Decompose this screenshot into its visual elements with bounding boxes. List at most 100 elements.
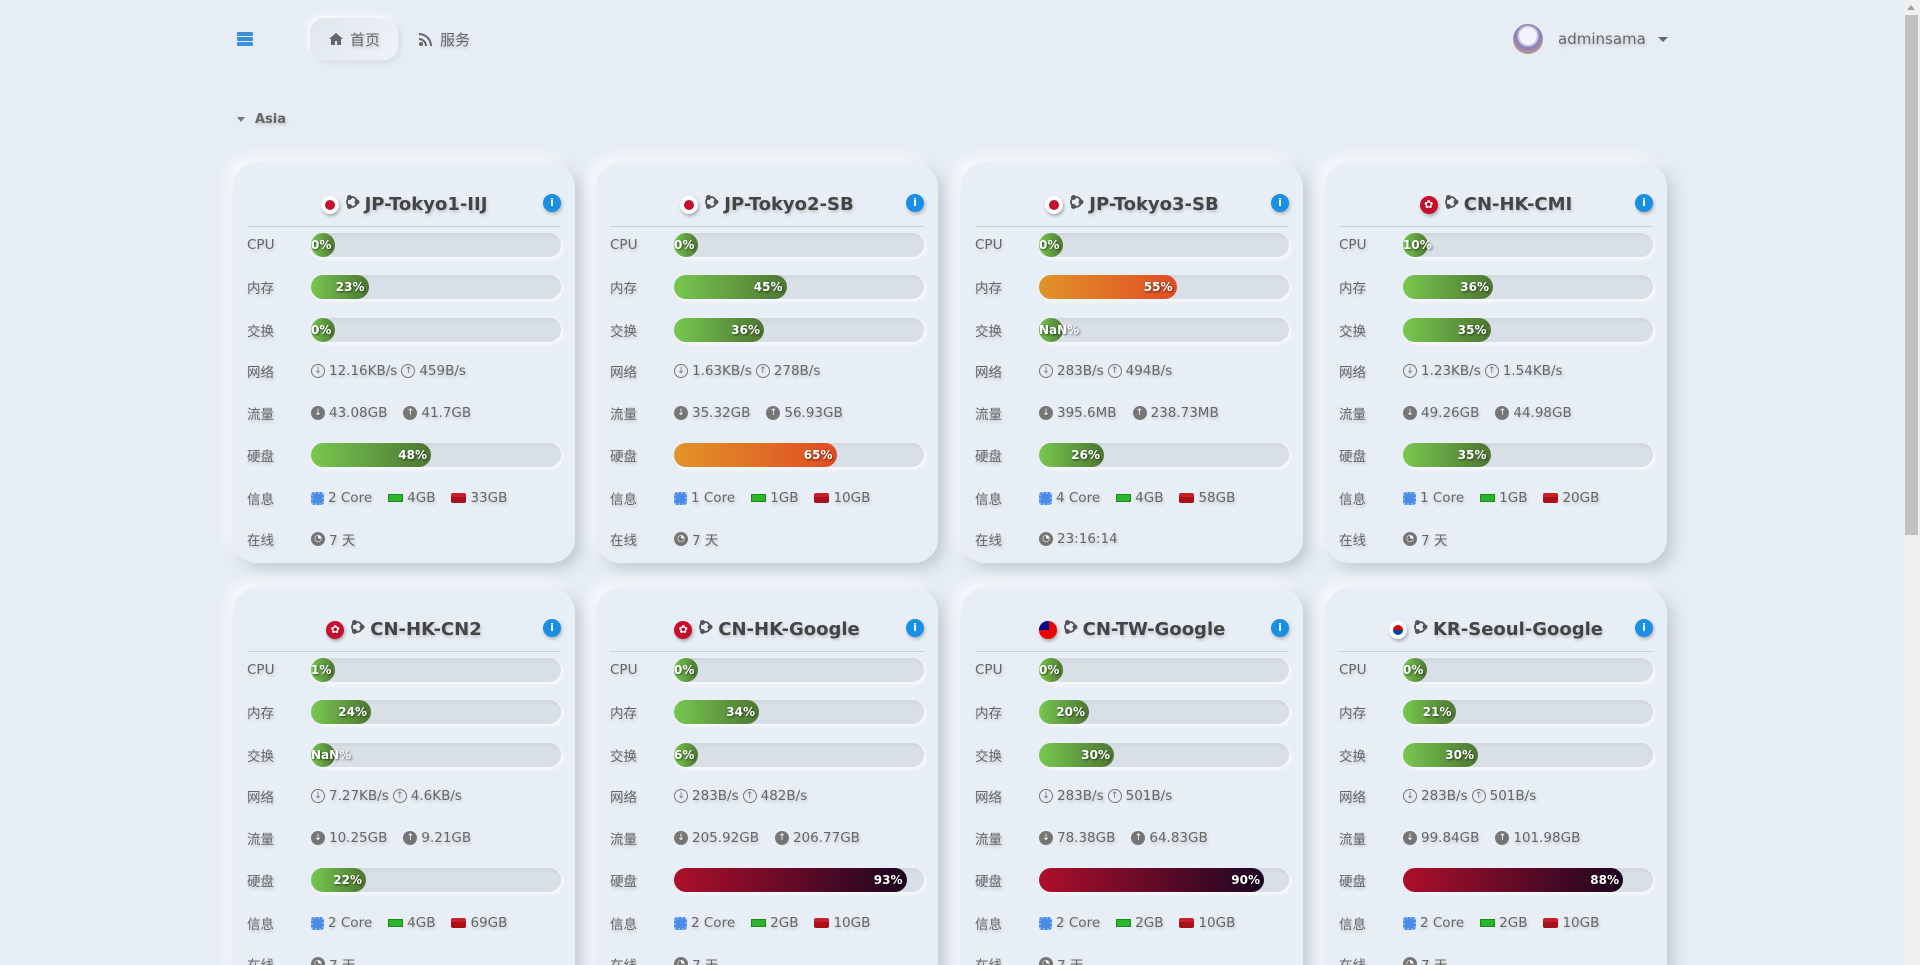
usage-bar: 36% bbox=[1403, 275, 1653, 299]
stat-row: 交换 30% bbox=[975, 743, 1289, 767]
info-icon[interactable]: i bbox=[543, 619, 561, 637]
os-ubuntu-icon bbox=[703, 194, 719, 215]
stat-row: 网络 ↓ 283B/s ↑ 501B/s bbox=[1339, 784, 1653, 808]
row-label: 流量 bbox=[247, 832, 274, 848]
usage-bar-fill: 48% bbox=[311, 443, 431, 467]
user-dropdown-caret-icon[interactable] bbox=[1658, 37, 1668, 42]
arrow-down-circle-icon: ↓ bbox=[1039, 364, 1053, 378]
server-card: ✿ CN-HK-CMI i CPU 10% 内存 36% 交换 35% 网络 ↓ 1.23KB/s ↑ 1… bbox=[1325, 163, 1667, 563]
usage-bar-fill: 36% bbox=[674, 318, 764, 342]
info-icon[interactable]: i bbox=[1271, 194, 1289, 212]
server-list-icon[interactable] bbox=[237, 32, 253, 47]
usage-bar: 30% bbox=[1039, 743, 1289, 767]
usage-bar-fill: NaN% bbox=[311, 743, 351, 767]
stat-row: 硬盘 88% bbox=[1339, 868, 1653, 892]
server-name: CN-HK-CN2 bbox=[370, 619, 482, 640]
scrollbar[interactable] bbox=[1903, 0, 1920, 965]
traffic-up: 44.98GB bbox=[1513, 405, 1572, 421]
stat-row: 内存 24% bbox=[247, 700, 561, 724]
scroll-thumb[interactable] bbox=[1905, 15, 1918, 535]
usage-bar-fill: 21% bbox=[1403, 700, 1456, 724]
server-name: JP-Tokyo2-SB bbox=[724, 194, 854, 215]
usage-bar: 0% bbox=[1039, 233, 1289, 257]
arrow-down-circle-icon: ↓ bbox=[311, 789, 325, 803]
group-label: Asia bbox=[255, 112, 287, 127]
net-up: 501B/s bbox=[1125, 788, 1173, 804]
net-up: 1.54KB/s bbox=[1502, 363, 1563, 379]
usage-bar-fill: 20% bbox=[1039, 700, 1089, 724]
info-icon[interactable]: i bbox=[1271, 619, 1289, 637]
cpu-chip-icon bbox=[674, 491, 687, 505]
info-icon[interactable]: i bbox=[1635, 194, 1653, 212]
usage-bar-fill: 22% bbox=[311, 868, 366, 892]
avatar[interactable] bbox=[1513, 24, 1543, 54]
usage-bar-fill: 34% bbox=[674, 700, 759, 724]
net-down: 1.63KB/s bbox=[692, 363, 752, 379]
os-ubuntu-icon bbox=[1062, 619, 1078, 640]
row-label: 网络 bbox=[610, 790, 637, 806]
info-icon[interactable]: i bbox=[543, 194, 561, 212]
row-label: 流量 bbox=[1339, 407, 1366, 423]
rss-icon bbox=[419, 33, 432, 46]
info-icon[interactable]: i bbox=[1635, 619, 1653, 637]
ram: 1GB bbox=[1499, 490, 1528, 506]
server-name: KR-Seoul-Google bbox=[1432, 619, 1604, 640]
hdd: 10GB bbox=[1198, 915, 1236, 931]
flag-hk-icon: ✿ bbox=[674, 620, 693, 639]
nav-home-label: 首页 bbox=[350, 30, 381, 49]
server-name: CN-HK-Google bbox=[718, 619, 860, 640]
row-label: 流量 bbox=[247, 407, 274, 423]
traffic-down: 35.32GB bbox=[692, 405, 751, 421]
row-label: CPU bbox=[975, 662, 1003, 678]
upload-icon: ↑ bbox=[403, 831, 418, 845]
usage-bar-fill: 0% bbox=[674, 233, 698, 257]
row-label: 在线 bbox=[247, 533, 274, 549]
usage-bar-fill: 0% bbox=[311, 233, 335, 257]
row-label: 交换 bbox=[247, 749, 274, 765]
clock-icon: ◔ bbox=[311, 957, 325, 965]
ram: 2GB bbox=[1499, 915, 1528, 931]
stat-row: 信息 2 Core 4GB 33GB bbox=[247, 486, 561, 510]
row-label: 网络 bbox=[975, 365, 1002, 381]
scroll-up-arrow-icon[interactable] bbox=[1907, 5, 1915, 10]
server-title: JP-Tokyo1-IIJ bbox=[247, 183, 561, 227]
usage-bar-fill: 30% bbox=[1403, 743, 1478, 767]
server-title: CN-TW-Google bbox=[975, 608, 1289, 652]
hdd-icon bbox=[1179, 493, 1195, 503]
usage-bar: 0% bbox=[311, 233, 561, 257]
download-icon: ↓ bbox=[311, 831, 325, 845]
memory-icon bbox=[1116, 919, 1132, 927]
row-label: 内存 bbox=[247, 706, 274, 722]
username[interactable]: adminsama bbox=[1558, 30, 1646, 48]
net-down: 283B/s bbox=[1057, 788, 1104, 804]
arrow-down-circle-icon: ↓ bbox=[674, 364, 688, 378]
clock-icon: ◔ bbox=[1039, 957, 1053, 965]
arrow-down-circle-icon: ↓ bbox=[311, 364, 325, 378]
server-card: JP-Tokyo1-IIJ i CPU 0% 内存 23% 交换 0% 网络 ↓ 12.16KB/s… bbox=[233, 163, 575, 563]
info-icon[interactable]: i bbox=[906, 619, 924, 637]
usage-bar: 21% bbox=[1403, 700, 1653, 724]
usage-bar: 23% bbox=[311, 275, 561, 299]
arrow-down-circle-icon: ↓ bbox=[1039, 789, 1053, 803]
os-ubuntu-icon bbox=[1443, 194, 1459, 215]
row-label: 交换 bbox=[975, 749, 1002, 765]
uptime: 7 天 bbox=[1057, 954, 1083, 965]
row-label: 信息 bbox=[610, 917, 637, 933]
row-label: 网络 bbox=[1339, 790, 1366, 806]
nav-services[interactable]: 服务 bbox=[400, 18, 488, 60]
traffic-up: 9.21GB bbox=[421, 830, 472, 846]
stat-row: 信息 2 Core 4GB 69GB bbox=[247, 911, 561, 935]
memory-icon bbox=[1116, 494, 1132, 502]
row-label: 硬盘 bbox=[247, 449, 274, 465]
stat-row: 交换 NaN% bbox=[975, 318, 1289, 342]
stat-row: 信息 2 Core 2GB 10GB bbox=[610, 911, 924, 935]
stat-row: 交换 6% bbox=[610, 743, 924, 767]
nav-home[interactable]: 首页 bbox=[310, 18, 398, 60]
info-icon[interactable]: i bbox=[906, 194, 924, 212]
group-toggle-asia[interactable]: Asia bbox=[237, 112, 286, 127]
server-title: ✿ CN-HK-CN2 bbox=[247, 608, 561, 652]
stat-row: 信息 4 Core 4GB 58GB bbox=[975, 486, 1289, 510]
cores: 2 Core bbox=[1056, 915, 1101, 931]
cores: 4 Core bbox=[1056, 490, 1101, 506]
stat-row: 交换 NaN% bbox=[247, 743, 561, 767]
